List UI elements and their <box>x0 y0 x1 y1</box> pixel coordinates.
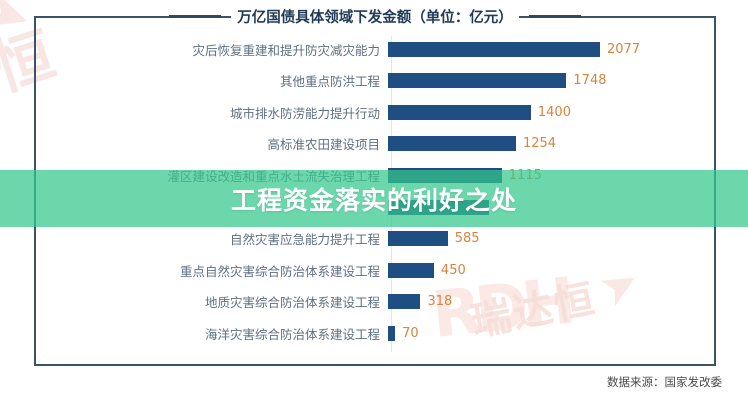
bar-category-label: 其他重点防洪工程 <box>279 74 380 90</box>
bar-category-label: 重点自然灾害综合防治体系建设工程 <box>179 263 380 279</box>
bar-value-label: 1254 <box>522 136 557 152</box>
chart-title-row: 万亿国债具体领域下发金额（单位：亿元） <box>34 2 716 30</box>
overlay-banner: 工程资金落实的利好之处 <box>0 170 748 227</box>
chart-bar-row: 自然灾害应急能力提升工程 585 <box>36 228 714 250</box>
bar <box>388 325 396 341</box>
bar-value-label: 585 <box>454 231 480 247</box>
chart-bar-row: 地质灾害综合防治体系建设工程 318 <box>36 291 714 313</box>
bar <box>388 231 448 247</box>
bar-value-label: 2077 <box>607 41 641 57</box>
bar-value-label: 450 <box>440 262 466 278</box>
bar-value-label: 70 <box>402 325 419 341</box>
bar-track: 70 <box>388 325 714 341</box>
bar-value-label: 1748 <box>573 73 607 89</box>
bar-category-label: 海洋灾害综合防治体系建设工程 <box>204 326 380 342</box>
title-rule-left <box>169 14 222 18</box>
chart-bar-row: 灾后恢复重建和提升防灾减灾能力 2077 <box>36 38 714 60</box>
bar-category-label: 高标准农田建设项目 <box>267 137 380 153</box>
chart-bar-row: 其他重点防洪工程 1748 <box>36 70 714 92</box>
bar-category-label: 灾后恢复重建和提升防灾减灾能力 <box>192 42 380 58</box>
bar-category-label: 城市排水防涝能力提升行动 <box>229 105 380 121</box>
bar-value-label: 1400 <box>537 104 571 120</box>
bar-category-label: 地质灾害综合防治体系建设工程 <box>204 295 380 311</box>
chart-bar-row: 重点自然灾害综合防治体系建设工程 450 <box>36 259 714 281</box>
bar <box>388 136 516 152</box>
bar-track: 585 <box>388 231 714 247</box>
bar <box>388 294 421 310</box>
page-title: 万亿国债具体领域下发金额（单位：亿元） <box>231 5 519 27</box>
bar-track: 1748 <box>388 73 714 89</box>
bar-track: 1254 <box>388 136 714 152</box>
bar-category-label: 自然灾害应急能力提升工程 <box>229 232 380 248</box>
bar-track: 2077 <box>388 41 714 57</box>
chart-bar-row: 高标准农田建设项目 1254 <box>36 133 714 155</box>
bar <box>388 73 567 89</box>
bar-track: 318 <box>388 294 714 310</box>
chart-bar-row: 海洋灾害综合防治体系建设工程 70 <box>36 322 714 344</box>
overlay-caption: 工程资金落实的利好之处 <box>230 185 517 215</box>
chart-source-note: 数据来源：国家发改委 <box>607 375 722 389</box>
bar-track: 450 <box>388 262 714 278</box>
bar-track: 1400 <box>388 104 714 120</box>
chart-bar-row: 城市排水防涝能力提升行动 1400 <box>36 101 714 123</box>
title-rule-right <box>528 14 581 18</box>
bar <box>388 41 600 57</box>
bar <box>388 262 434 278</box>
bar-value-label: 318 <box>427 294 453 310</box>
bar <box>388 104 531 120</box>
